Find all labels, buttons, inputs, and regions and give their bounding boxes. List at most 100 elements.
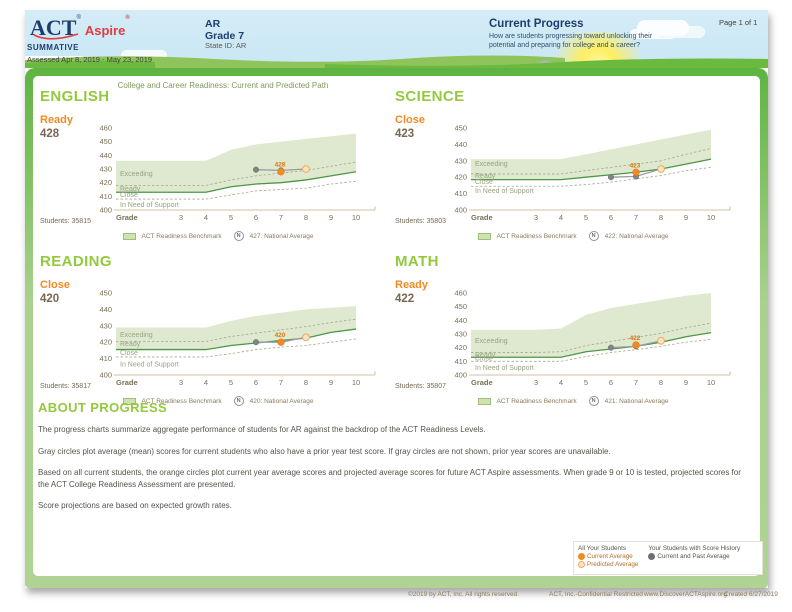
lower-boundary-line	[116, 180, 357, 200]
grade-tick-label: 3	[179, 378, 183, 387]
charts-title: College and Career Readiness: Current an…	[117, 81, 329, 90]
x-axis-label: Grade	[471, 213, 493, 222]
grade-tick-label: 4	[559, 213, 563, 222]
hills-illustration	[25, 55, 768, 68]
y-tick-label: 440	[454, 316, 467, 325]
zone-label: Ready	[475, 352, 496, 359]
current-past-average-legend-item: Current and Past Average	[648, 553, 740, 560]
benchmark-legend-label: ACT Readiness Benchmark	[141, 232, 222, 240]
lower-boundary-line	[116, 338, 357, 358]
benchmark-swatch-icon	[477, 232, 491, 240]
y-tick-label: 420	[454, 343, 467, 352]
zone-label: Ready	[120, 341, 141, 348]
predicted-average-point	[657, 336, 665, 345]
benchmark-swatch-icon	[477, 397, 491, 405]
y-tick-label: 410	[99, 192, 112, 201]
about-paragraph: The progress charts summarize aggregate …	[38, 425, 486, 434]
zone-label: Close	[475, 179, 493, 186]
y-tick-label: 400	[99, 371, 112, 380]
section-description: How are students progressing toward unlo…	[489, 33, 653, 50]
aspire-logo-text: Aspire®	[84, 15, 130, 38]
y-tick-label: 400	[99, 206, 112, 215]
grade-tick-label: 8	[659, 213, 663, 222]
upper-boundary-line	[116, 161, 357, 186]
zone-label: Close	[120, 192, 138, 199]
students-count: Students: 35807	[395, 383, 446, 390]
grade-tick-label: 6	[254, 213, 258, 222]
predicted-average-dot-icon	[578, 561, 585, 568]
y-tick-label: 460	[99, 124, 112, 133]
grade-tick-label: 6	[254, 378, 258, 387]
zone-label: Close	[120, 350, 138, 357]
students-count: Students: 35803	[395, 218, 446, 225]
y-tick-label: 440	[99, 305, 112, 314]
grade-tick-label: 4	[559, 378, 563, 387]
grade-tick-label: 6	[609, 378, 613, 387]
y-tick-label: 430	[99, 165, 112, 174]
students-count: Students: 35815	[40, 218, 91, 225]
zone-label: Exceeding	[120, 332, 153, 339]
benchmark-band	[471, 129, 711, 180]
current-average-value-label: 423	[630, 162, 641, 169]
national-average-label: 420: National Average	[249, 397, 314, 405]
y-tick-label: 420	[99, 338, 112, 347]
assessed-dates: Assessed Apr 8, 2019 - May 23, 2019	[27, 55, 153, 64]
zone-label: In Need of Support	[120, 361, 179, 368]
org-name: AR	[205, 18, 221, 30]
grade-tick-label: 7	[634, 213, 638, 222]
current-past-average-dot-icon	[648, 553, 656, 560]
grade-tick-label: 5	[229, 213, 233, 222]
lower-boundary-line	[471, 339, 712, 362]
current-average-point	[632, 341, 640, 349]
subject-panel-english: ENGLISH Ready 428 Students: 35815 Exceed…	[38, 88, 390, 250]
y-tick-label: 420	[454, 173, 467, 182]
y-tick-label: 450	[99, 137, 112, 146]
y-tick-label: 410	[99, 354, 112, 363]
grade-tick-label: 9	[329, 213, 333, 222]
grade-tick-label: 9	[684, 378, 688, 387]
zone-label: In Need of Support	[475, 365, 534, 372]
y-tick-label: 450	[454, 302, 467, 311]
registered-mark: ®	[76, 15, 81, 21]
footer-confidential: ACT, Inc.-Confidential Restricted	[549, 591, 643, 598]
average-score: 420	[40, 293, 60, 305]
grade-tick-label: 3	[534, 378, 538, 387]
about-paragraph: Gray circles plot average (mean) scores …	[38, 446, 611, 456]
content-frame: College and Career Readiness: Current an…	[25, 68, 768, 588]
average-score: 428	[40, 128, 60, 140]
past-average-point	[252, 339, 260, 346]
logo-swoosh	[33, 33, 79, 40]
x-axis-label: Grade	[116, 378, 138, 387]
readiness-level: Close	[395, 114, 425, 126]
benchmark-legend-label: ACT Readiness Benchmark	[496, 397, 577, 405]
readiness-level: Ready	[40, 114, 74, 126]
y-tick-label: 400	[454, 371, 467, 380]
y-tick-label: 410	[454, 189, 467, 198]
national-average-label: 422: National Average	[604, 232, 669, 240]
current-average-point	[277, 168, 285, 176]
grade-tick-label: 5	[584, 213, 588, 222]
chart-legend: ACT Readiness Benchmark N 421: National …	[437, 396, 709, 406]
upper-boundary-line	[471, 322, 712, 353]
grade-tick-label: 5	[584, 378, 588, 387]
subject-title: ENGLISH	[40, 88, 110, 105]
score-history-legend: Your Students with Score History Current…	[648, 545, 740, 571]
grade-tick-label: 8	[304, 213, 308, 222]
grade-label: Grade 7	[205, 30, 245, 43]
legend-label: Current Average	[587, 553, 633, 560]
subject-panel-math: MATH Ready 422 Students: 35807 Exceeding…	[393, 253, 745, 415]
org-block: AR Grade 7 State ID: AR	[205, 18, 246, 51]
past-average-point	[607, 344, 615, 351]
benchmark-swatch-icon	[122, 232, 136, 240]
grade-tick-label: 8	[659, 378, 663, 387]
benchmark-band	[116, 133, 356, 193]
about-paragraph: Score projections are based on expected …	[38, 501, 232, 511]
y-tick-label: 430	[454, 156, 467, 165]
grade-tick-label: 9	[684, 213, 688, 222]
program-label: SUMMATIVE	[27, 43, 79, 52]
national-average-icon: N	[233, 231, 244, 241]
zone-label: Ready	[475, 173, 496, 180]
upper-boundary-line	[116, 318, 357, 342]
